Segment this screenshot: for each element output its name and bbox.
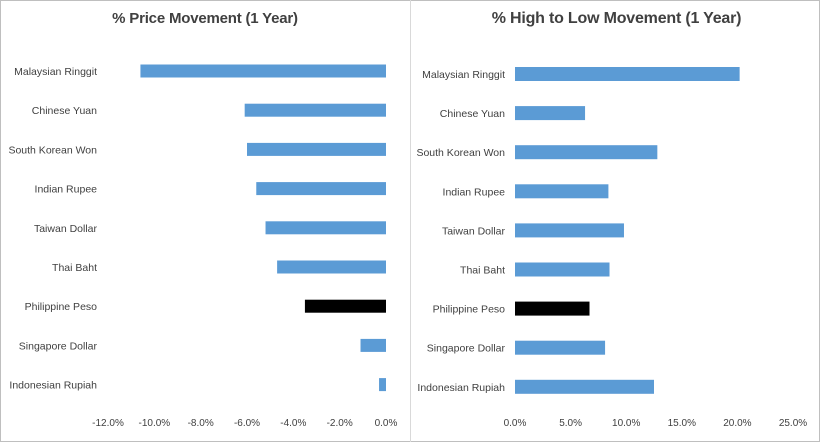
price-movement-chart: % Price Movement (1 Year) Malaysian Ring… bbox=[0, 0, 410, 442]
category-label-taiwan-dollar: Taiwan Dollar bbox=[34, 223, 98, 235]
category-label-malaysian-ringgit: Malaysian Ringgit bbox=[14, 66, 97, 78]
category-label-philippine-peso: Philippine Peso bbox=[433, 304, 506, 316]
tick-label-0: 0.0% bbox=[504, 418, 527, 429]
high-low-movement-plot: Malaysian Ringgit Chinese Yuan South Korea… bbox=[416, 67, 807, 429]
bar-philippine-peso bbox=[515, 301, 590, 316]
tick-label-4: 20.0% bbox=[723, 418, 751, 429]
bar-malaysian-ringgit bbox=[515, 67, 740, 81]
tick-label-3: 15.0% bbox=[668, 418, 696, 429]
tick-label-0: -12.0% bbox=[92, 418, 124, 429]
bar-south-korean-won bbox=[515, 145, 658, 160]
category-label-indian-rupee: Indian Rupee bbox=[443, 186, 506, 198]
bar-singapore-dollar bbox=[515, 340, 606, 355]
category-label-singapore-dollar: Singapore Dollar bbox=[19, 340, 98, 352]
tick-label-2: 10.0% bbox=[612, 418, 640, 429]
bar-chinese-yuan bbox=[515, 106, 586, 121]
bar-indian-rupee bbox=[515, 184, 609, 199]
category-label-south-korean-won: South Korean Won bbox=[416, 147, 505, 159]
bar-indonesian-rupiah bbox=[379, 378, 386, 392]
bar-taiwan-dollar bbox=[515, 223, 624, 238]
bar-thai-baht bbox=[277, 260, 386, 274]
bar-singapore-dollar bbox=[360, 338, 386, 352]
tick-label-5: 25.0% bbox=[779, 418, 807, 429]
bar-thai-baht bbox=[515, 262, 610, 277]
chart-title: % Price Movement (1 Year) bbox=[112, 10, 298, 27]
chart-title: % High to Low Movement (1 Year) bbox=[491, 10, 742, 27]
category-label-philippine-peso: Philippine Peso bbox=[25, 301, 98, 313]
category-label-thai-baht: Thai Baht bbox=[52, 262, 97, 274]
category-label-thai-baht: Thai Baht bbox=[460, 265, 505, 277]
bar-malaysian-ringgit bbox=[140, 64, 386, 78]
tick-label-2: -8.0% bbox=[188, 418, 214, 429]
tick-label-6: 0.0% bbox=[375, 418, 398, 429]
tick-label-5: -2.0% bbox=[327, 418, 353, 429]
bar-philippine-peso bbox=[304, 299, 386, 313]
category-label-taiwan-dollar: Taiwan Dollar bbox=[442, 225, 506, 237]
tick-label-4: -4.0% bbox=[280, 418, 306, 429]
category-label-indonesian-rupiah: Indonesian Rupiah bbox=[417, 382, 505, 394]
bar-chinese-yuan bbox=[244, 103, 386, 117]
bar-indonesian-rupiah bbox=[515, 379, 654, 394]
category-label-chinese-yuan: Chinese Yuan bbox=[32, 105, 97, 117]
bar-south-korean-won bbox=[247, 142, 386, 156]
category-label-malaysian-ringgit: Malaysian Ringgit bbox=[422, 69, 505, 81]
category-label-indian-rupee: Indian Rupee bbox=[35, 184, 98, 196]
tick-label-3: -6.0% bbox=[234, 418, 260, 429]
category-label-singapore-dollar: Singapore Dollar bbox=[427, 343, 506, 355]
bar-taiwan-dollar bbox=[265, 221, 386, 235]
category-label-south-korean-won: South Korean Won bbox=[8, 144, 97, 156]
category-label-indonesian-rupiah: Indonesian Rupiah bbox=[9, 380, 97, 392]
tick-label-1: -10.0% bbox=[138, 418, 170, 429]
bar-indian-rupee bbox=[256, 182, 386, 196]
tick-label-1: 5.0% bbox=[559, 418, 582, 429]
price-movement-plot: Malaysian Ringgit Chinese Yuan South Korea… bbox=[8, 64, 398, 429]
high-low-movement-chart: % High to Low Movement (1 Year) Malaysia… bbox=[410, 0, 822, 442]
category-label-chinese-yuan: Chinese Yuan bbox=[440, 108, 505, 120]
